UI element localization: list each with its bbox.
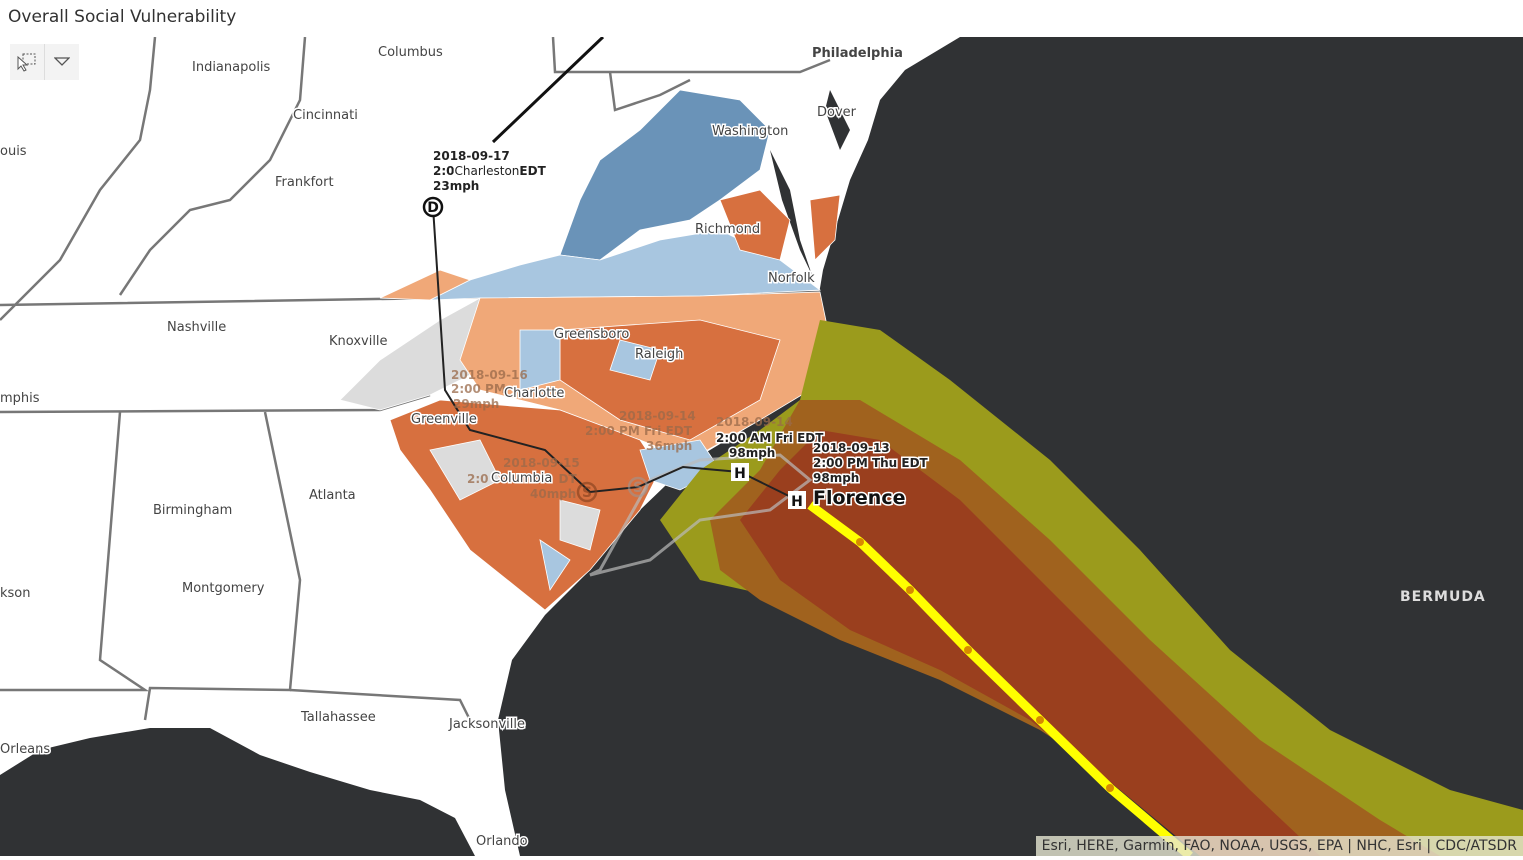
map-canvas[interactable]: D S S H H 2018-09-17 2:0CharlestonEDT 23…: [0, 37, 1523, 856]
svg-text:Columbia: Columbia: [491, 471, 552, 486]
svg-text:98mph: 98mph: [813, 471, 859, 485]
svg-text:Greensboro: Greensboro: [554, 327, 629, 342]
svg-text:Indianapolis: Indianapolis: [192, 60, 271, 75]
svg-text:Raleigh: Raleigh: [635, 347, 683, 362]
svg-text:2018-09-17: 2018-09-17: [433, 149, 510, 163]
svg-text:98mph: 98mph: [729, 446, 775, 460]
svg-text:2:0CharlestonEDT: 2:0CharlestonEDT: [433, 164, 547, 178]
svg-text:Greenville: Greenville: [411, 412, 477, 427]
svg-text:2018-09-16: 2018-09-16: [451, 368, 528, 382]
svg-text:ouis: ouis: [0, 144, 27, 159]
title-bar: Overall Social Vulnerability: [0, 0, 1523, 37]
svg-text:S: S: [582, 485, 592, 501]
svg-text:Nashville: Nashville: [167, 320, 226, 335]
svg-text:2018-09-14: 2018-09-14: [619, 409, 696, 423]
svg-text:Charlotte: Charlotte: [504, 386, 564, 401]
svg-text:Orleans: Orleans: [0, 742, 50, 757]
select-map-icon: [16, 52, 38, 72]
toolbar-dropdown-button[interactable]: [44, 44, 79, 80]
svg-text:23mph: 23mph: [433, 179, 479, 193]
svg-text:BERMUDA: BERMUDA: [1400, 589, 1486, 605]
svg-text:Knoxville: Knoxville: [329, 334, 388, 349]
svg-text:H: H: [791, 494, 803, 510]
select-map-button[interactable]: [10, 44, 44, 80]
svg-text:2018-09-13: 2018-09-13: [813, 441, 890, 455]
svg-text:Birmingham: Birmingham: [153, 503, 232, 518]
svg-text:Orlando: Orlando: [476, 834, 528, 849]
svg-text:D: D: [427, 200, 439, 216]
svg-text:2:00 PM Fri EDT: 2:00 PM Fri EDT: [585, 424, 693, 438]
storm-name-label: Florence: [813, 487, 905, 509]
svg-text:mphis: mphis: [0, 391, 40, 406]
svg-text:Norfolk: Norfolk: [768, 271, 815, 286]
svg-text:2018-09-15: 2018-09-15: [503, 456, 580, 470]
svg-text:Frankfort: Frankfort: [275, 175, 334, 190]
svg-text:Cincinnati: Cincinnati: [293, 108, 358, 123]
svg-text:Tallahassee: Tallahassee: [300, 710, 376, 725]
svg-text:Washington: Washington: [712, 124, 788, 139]
map-view[interactable]: D S S H H 2018-09-17 2:0CharlestonEDT 23…: [0, 37, 1523, 856]
hurricane-marker[interactable]: H: [731, 463, 749, 482]
svg-text:kson: kson: [0, 586, 31, 601]
svg-text:Columbus: Columbus: [378, 45, 443, 60]
hurricane-marker[interactable]: H: [788, 491, 806, 510]
map-attribution[interactable]: Esri, HERE, Garmin, FAO, NOAA, USGS, EPA…: [1036, 836, 1523, 856]
svg-text:40mph: 40mph: [530, 487, 576, 501]
svg-text:Philadelphia: Philadelphia: [812, 46, 903, 61]
svg-text:Richmond: Richmond: [695, 222, 760, 237]
page-title: Overall Social Vulnerability: [8, 7, 236, 27]
svg-text:2:00 PM Thu EDT: 2:00 PM Thu EDT: [813, 456, 929, 470]
svg-text:Dover: Dover: [817, 105, 857, 120]
svg-text:2018-09-14: 2018-09-14: [716, 415, 793, 429]
chevron-down-icon: [54, 57, 70, 67]
depression-marker[interactable]: D: [424, 198, 442, 216]
svg-text:S: S: [633, 480, 643, 496]
svg-text:29mph: 29mph: [453, 397, 499, 411]
svg-text:36mph: 36mph: [646, 439, 692, 453]
svg-text:Jacksonville: Jacksonville: [448, 717, 525, 732]
map-toolbar: [10, 44, 79, 80]
svg-text:Atlanta: Atlanta: [309, 488, 356, 503]
svg-text:2:00 PM: 2:00 PM: [451, 382, 506, 396]
svg-text:2:00 AM Fri EDT: 2:00 AM Fri EDT: [716, 431, 824, 445]
svg-text:Montgomery: Montgomery: [182, 581, 265, 596]
svg-text:H: H: [734, 466, 746, 482]
